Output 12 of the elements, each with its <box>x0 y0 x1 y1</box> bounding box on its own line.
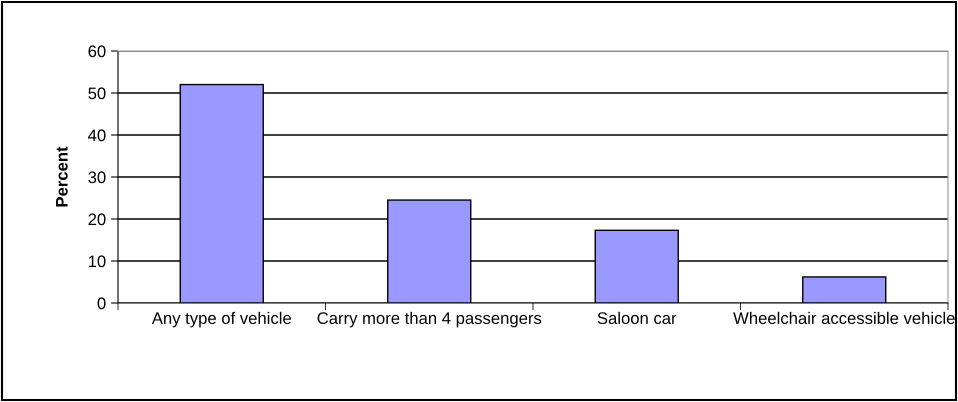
y-tick-label: 50 <box>88 87 106 100</box>
y-tick-label: 40 <box>88 129 106 142</box>
y-tick-label: 60 <box>88 45 106 58</box>
x-tick-label: Wheelchair accessible vehicle <box>733 312 955 324</box>
x-tick-label: Carry more than 4 passengers <box>318 312 542 328</box>
y-tick-label: 20 <box>88 213 106 226</box>
x-tick-label: Saloon car <box>598 312 676 324</box>
y-tick-label: 0 <box>98 297 106 310</box>
x-tick-label: Any type of vehicle <box>152 312 291 328</box>
y-tick-label: 10 <box>88 255 106 268</box>
y-axis-title: Percent <box>56 146 68 206</box>
y-tick-label: 30 <box>88 171 106 184</box>
